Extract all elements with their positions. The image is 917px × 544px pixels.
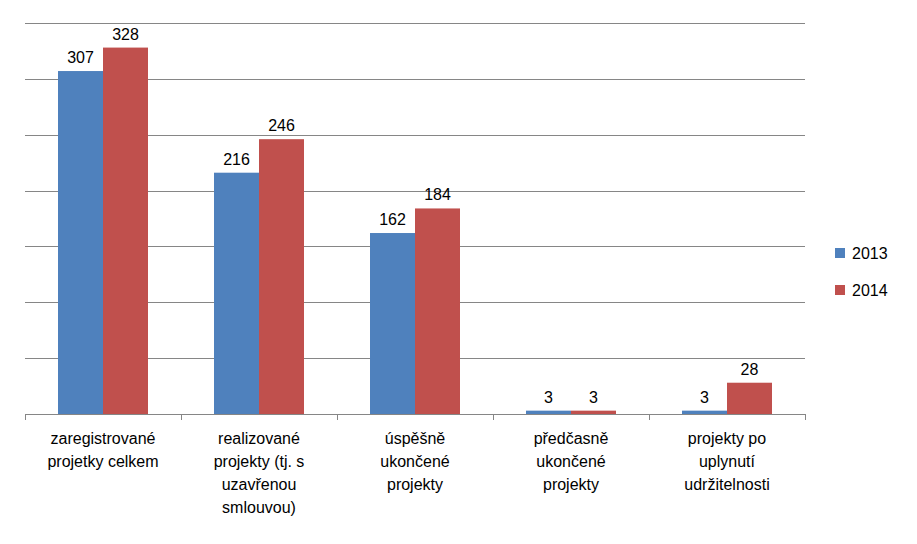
x-tick: [181, 414, 182, 420]
legend-label: 2013: [852, 245, 888, 262]
grid-line: [25, 23, 805, 24]
x-tick: [25, 414, 26, 420]
category-label-line: projekty po: [688, 430, 766, 447]
bar: [214, 173, 259, 414]
legend-label: 2014: [852, 282, 888, 299]
legend: 2013 2014: [835, 245, 888, 299]
x-tick: [337, 414, 338, 420]
category-label-line: projekty: [543, 476, 599, 493]
data-label: 184: [424, 186, 451, 203]
data-label: 216: [223, 151, 250, 168]
legend-swatch: [835, 248, 845, 258]
x-tick: [493, 414, 494, 420]
category-label-line: projekty (tj. s: [214, 453, 305, 470]
legend-swatch: [835, 285, 845, 295]
data-label: 3: [700, 389, 709, 406]
data-labels: 30721616233328246184328: [67, 26, 758, 406]
category-label: projekty po uplynutí udržitelnosti: [684, 430, 769, 493]
category-label-line: projekty: [387, 476, 443, 493]
bar: [526, 411, 571, 414]
bars: [58, 48, 772, 414]
data-label: 162: [379, 211, 406, 228]
bar: [415, 208, 460, 414]
category-label: realizované projekty (tj. s uzavřenou smlou…: [214, 430, 305, 516]
category-label-line: ukončené: [380, 453, 449, 470]
x-axis: [25, 414, 805, 415]
data-label: 307: [67, 49, 94, 66]
category-label-line: realizované: [218, 430, 300, 447]
bar: [370, 233, 415, 414]
bar: [58, 71, 103, 414]
category-label: zaregistrované projetky celkem: [47, 430, 158, 470]
category-label-line: udržitelnosti: [684, 476, 769, 493]
category-label: úspěšně ukončené projekty: [380, 430, 449, 493]
category-label: předčasně ukončené projekty: [534, 430, 609, 493]
category-label-line: uzavřenou: [222, 476, 297, 493]
bar: [103, 48, 148, 414]
category-label-line: uplynutí: [699, 453, 756, 470]
grid-line: [25, 414, 805, 415]
category-label-line: smlouvou): [222, 499, 296, 516]
chart: 30721616233328246184328zaregistrovanépro…: [0, 0, 917, 544]
data-label: 28: [741, 361, 759, 378]
data-label: 3: [589, 389, 598, 406]
bar: [259, 139, 304, 414]
bar: [571, 411, 616, 414]
category-label-line: projetky celkem: [47, 453, 158, 470]
data-label: 3: [544, 389, 553, 406]
x-tick: [649, 414, 650, 420]
category-label-line: zaregistrované: [51, 430, 156, 447]
data-label: 328: [112, 26, 139, 43]
category-label-line: předčasně: [534, 430, 609, 447]
data-label: 246: [268, 117, 295, 134]
bar: [727, 383, 772, 414]
category-label-line: ukončené: [536, 453, 605, 470]
category-label-line: úspěšně: [385, 430, 446, 447]
x-tick: [805, 414, 806, 420]
bar: [682, 411, 727, 414]
